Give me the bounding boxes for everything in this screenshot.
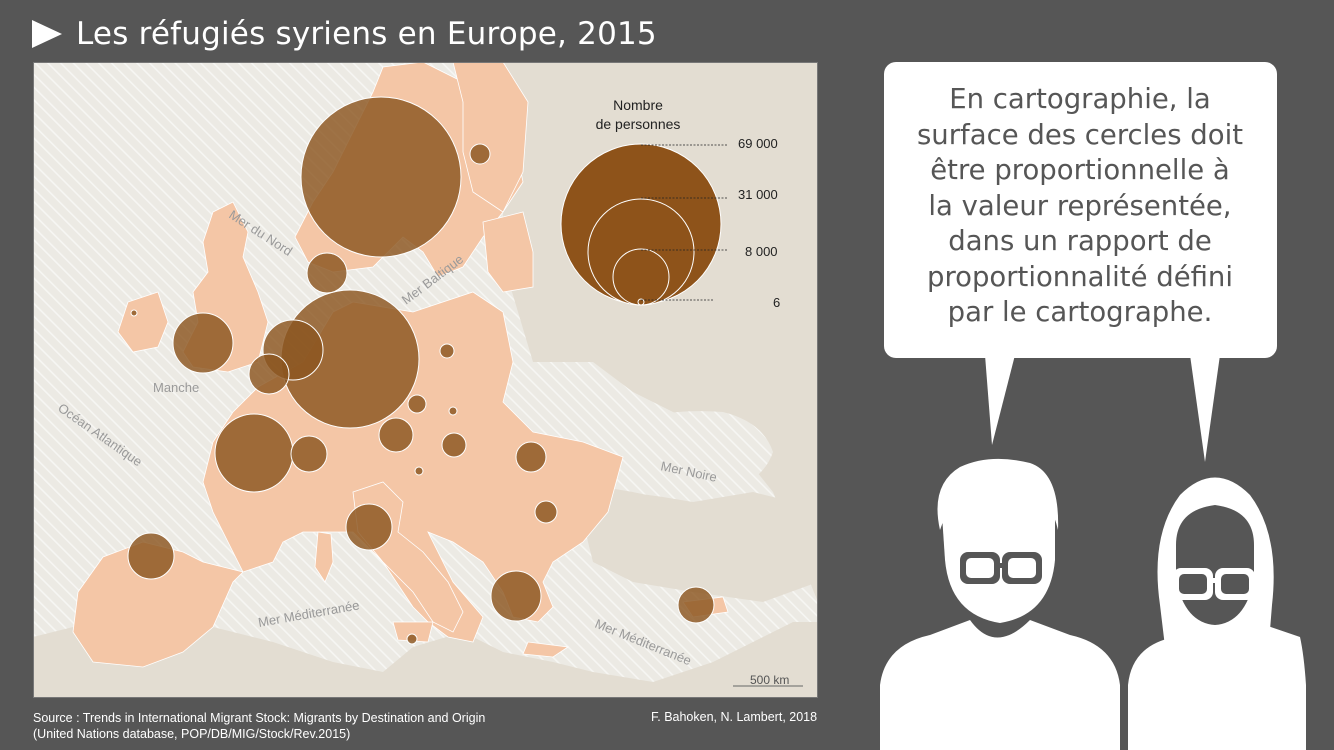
circles [127,96,715,645]
people-illustration [880,458,1306,750]
bubble-line-4: la valeur représentée, [928,189,1232,222]
bubble-line-7: par le cartographe. [947,296,1213,328]
legend-value-31000: 31 000 [738,187,778,202]
bubble-line-1: En cartographie, la [949,83,1211,115]
circle-greece [490,570,542,622]
man-with-glasses-icon [880,458,1120,750]
circle-finland [469,143,491,165]
legend-title-2: de personnes [596,116,681,132]
circle-austria [378,417,414,453]
bubble-line-2: surface des cercles doit [916,118,1243,151]
circle-romania [515,441,547,473]
play-triangle-icon [32,20,62,48]
bubble-line-3: être proportionnelle à [930,154,1230,186]
circle-slovakia [448,406,458,416]
circle-bulgaria [534,500,558,524]
source-line-2: (United Nations database, POP/DB/MIG/Sto… [33,727,351,741]
circle-belgium [248,353,290,395]
circle-slovenia [414,466,424,476]
circle-cyprus [677,586,715,624]
legend: Nombre de personnes 69 000 31 000 8 000 … [560,97,780,310]
circle-italy [345,503,393,551]
page-title: Les réfugiés syriens en Europe, 2015 [32,16,657,52]
legend-value-69000: 69 000 [738,136,778,151]
circle-sweden [300,96,462,258]
circle-malta [406,633,418,645]
circle-hungary [441,432,467,458]
legend-circle-8000 [612,248,670,306]
scale-bar-label: 500 km [750,673,789,687]
legend-circle-6 [637,298,645,306]
europe-map: Mer du Nord Mer Baltique Manche Océan At… [33,62,818,698]
circle-spain [127,532,175,580]
source-line-1: Source : Trends in International Migrant… [33,711,486,725]
circle-czech [407,394,427,414]
circle-ireland [130,309,138,317]
bubble-line-5: dans un rapport de [948,225,1212,257]
circle-switzerland [290,435,328,473]
woman-with-glasses-icon [1128,477,1306,750]
label-manche: Manche [153,380,199,395]
speech-bubble-tails [985,355,1220,462]
credit: F. Bahoken, N. Lambert, 2018 [651,710,818,724]
circle-poland [439,343,455,359]
circle-uk [172,312,234,374]
title-text: Les réfugiés syriens en Europe, 2015 [76,16,657,52]
speech-bubble-text: En cartographie, la surface des cercles … [900,82,1260,331]
legend-value-6: 6 [773,295,780,310]
source-note: Source : Trends in International Migrant… [33,710,485,742]
bubble-line-6: proportionnalité défini [926,260,1234,293]
legend-title-1: Nombre [613,97,663,113]
circle-denmark [306,252,348,294]
speech-bubble [884,62,1277,358]
legend-value-8000: 8 000 [745,244,778,259]
circle-france [214,413,294,493]
